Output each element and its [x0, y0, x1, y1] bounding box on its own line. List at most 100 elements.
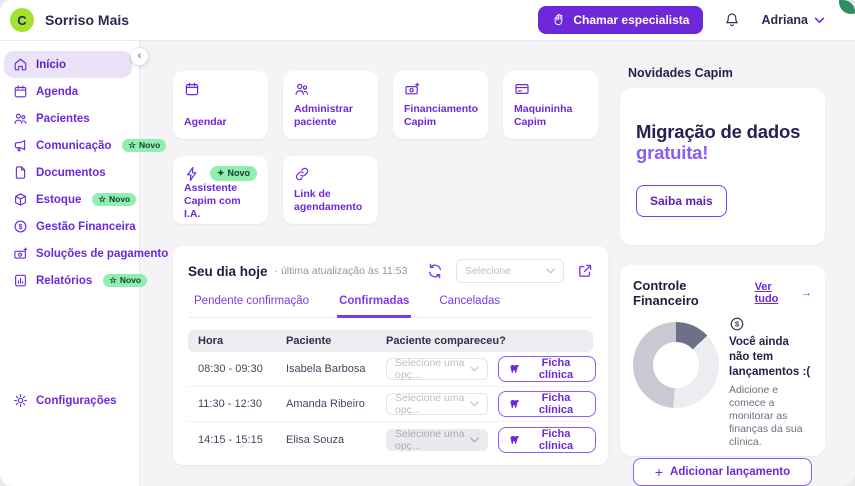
main-content: Agendar Administrar paciente Financiamen… — [141, 41, 855, 486]
novo-badge: ☆ Novo — [103, 273, 148, 288]
logo-letter: C — [17, 12, 27, 28]
sidebar-item-label: Configurações — [36, 394, 117, 407]
call-specialist-label: Chamar especialista — [573, 13, 690, 27]
schedule-tabs: Pendente confirmação Confirmadas Cancela… — [188, 295, 593, 318]
add-entry-label: Adicionar lançamento — [670, 466, 791, 479]
gear-icon — [13, 393, 28, 408]
quick-action-label: Administrar paciente — [294, 102, 353, 128]
quick-action-label: Financiamento Capim — [404, 102, 479, 128]
attendance-placeholder: Selecione uma opç... — [395, 427, 465, 452]
chat-widget-dot[interactable] — [839, 0, 855, 14]
sidebar-item-label: Agenda — [36, 85, 79, 98]
table-header: Hora Paciente Paciente compareceu? — [188, 330, 593, 352]
user-menu[interactable]: Adriana — [761, 13, 825, 27]
novo-badge-label: Novo — [109, 194, 131, 205]
document-icon — [13, 165, 28, 180]
quick-action-top-row: ✦ Novo — [184, 166, 257, 182]
finance-empty-state: $ Você ainda não tem lançamentos :( Adic… — [729, 316, 812, 449]
sidebar-item-documentos[interactable]: Documentos — [0, 159, 139, 186]
sidebar-item-relatorios[interactable]: Relatórios ☆ Novo — [0, 267, 148, 294]
column-hora: Hora — [198, 335, 224, 347]
sidebar-item-configuracoes[interactable]: Configurações — [0, 387, 139, 414]
collapse-chevron-icon: ‹ — [137, 50, 142, 62]
sidebar-item-label: Início — [36, 58, 67, 71]
quick-action-label: Agendar — [184, 115, 227, 128]
credit-card-icon — [514, 81, 587, 97]
arrow-right-icon: → — [801, 287, 812, 299]
quick-actions-grid: Agendar Administrar paciente Financiamen… — [173, 71, 598, 224]
novo-badge: ✦ Novo — [209, 166, 257, 181]
capim-logo: C — [10, 8, 34, 32]
sidebar-item-label: Soluções de pagamento — [36, 247, 169, 260]
quick-action-assistente-ia[interactable]: ✦ Novo Assistente Capim com I.A. — [173, 156, 268, 224]
ver-tudo-link[interactable]: Ver tudo → — [755, 281, 812, 305]
clinic-name: Sorriso Mais — [45, 12, 130, 28]
tab-canceladas[interactable]: Canceladas — [439, 295, 501, 307]
sidebar-item-comunicacao[interactable]: Comunicação ☆ Novo — [0, 132, 167, 159]
news-section-title: Novidades Capim — [628, 66, 733, 80]
home-icon — [13, 57, 28, 72]
add-entry-button[interactable]: + Adicionar lançamento — [633, 458, 812, 486]
external-link-button[interactable] — [577, 263, 593, 279]
quick-action-administrar-paciente[interactable]: Administrar paciente — [283, 71, 378, 139]
sidebar-item-label: Documentos — [36, 166, 106, 179]
sidebar-item-estoque[interactable]: Estoque ☆ Novo — [0, 186, 139, 213]
finance-empty-description: Adicione e comece a monitorar as finança… — [729, 383, 803, 449]
attendance-select[interactable]: Selecione uma opç... — [386, 357, 488, 381]
finance-header: Controle Financeiro Ver tudo → — [633, 278, 812, 308]
sidebar-item-gestao-financeira[interactable]: $ Gestão Financeira — [0, 213, 139, 240]
refresh-button[interactable] — [427, 263, 443, 279]
sparkle-icon: ✦ — [216, 168, 225, 178]
svg-text:$: $ — [735, 320, 740, 329]
ficha-clinica-button[interactable]: Ficha clínica — [498, 356, 596, 382]
sidebar-item-pacientes[interactable]: Pacientes — [0, 105, 139, 132]
svg-text:$: $ — [19, 223, 23, 231]
chevron-down-icon — [546, 268, 555, 274]
quick-action-label: Maquininha Capim — [514, 102, 573, 128]
table-row: 08:30 - 09:30 Isabela Barbosa Selecione … — [188, 352, 596, 387]
star-icon: ☆ — [98, 194, 106, 205]
tooth-icon — [509, 434, 521, 446]
ficha-clinica-button[interactable]: Ficha clínica — [498, 426, 596, 453]
sidebar: Início Agenda Pacientes Comunicação ☆ No… — [0, 41, 168, 486]
attendance-select-disabled[interactable]: Selecione uma opç... — [386, 427, 488, 452]
ficha-clinica-button[interactable]: Ficha clínica — [498, 391, 596, 417]
quick-action-financiamento-capim[interactable]: Financiamento Capim — [393, 71, 488, 139]
chevron-down-icon — [470, 366, 479, 372]
notifications-bell-icon[interactable] — [723, 11, 741, 29]
link-icon — [294, 166, 367, 182]
schedule-filter-select[interactable]: Selecione — [456, 259, 564, 283]
sidebar-item-label: Comunicação — [36, 139, 112, 152]
schedule-last-update: · última atualização às 11:53 — [274, 265, 408, 277]
finance-title: Controle Financeiro — [633, 278, 699, 308]
schedule-panel: Seu dia hoje · última atualização às 11:… — [173, 246, 608, 465]
tab-pendente-confirmacao[interactable]: Pendente confirmação — [194, 295, 310, 307]
sidebar-item-solucoes-pagamento[interactable]: Soluções de pagamento — [0, 240, 168, 267]
news-headline: Migração de dados gratuita! — [636, 121, 809, 163]
calendar-icon — [184, 81, 257, 97]
bolt-icon — [184, 166, 200, 182]
ver-tudo-label: Ver tudo — [754, 281, 779, 305]
sidebar-item-agenda[interactable]: Agenda — [0, 78, 139, 105]
star-icon: ☆ — [109, 275, 117, 286]
quick-action-agendar[interactable]: Agendar — [173, 71, 268, 139]
sidebar-item-inicio[interactable]: Início — [4, 51, 132, 78]
ficha-clinica-label: Ficha clínica — [538, 357, 574, 381]
attendance-placeholder: Selecione uma opç... — [395, 392, 465, 416]
sidebar-item-label: Gestão Financeira — [36, 220, 136, 233]
novo-badge: ☆ Novo — [92, 192, 137, 207]
dollar-circle-icon: $ — [729, 316, 812, 332]
call-specialist-button[interactable]: Chamar especialista — [538, 6, 704, 34]
saiba-mais-button[interactable]: Saiba mais — [636, 185, 727, 218]
finance-card: Controle Financeiro Ver tudo → $ Você ai… — [620, 265, 825, 486]
chevron-down-icon — [470, 401, 479, 407]
attendance-select[interactable]: Selecione uma opç... — [386, 392, 488, 416]
tab-confirmadas[interactable]: Confirmadas — [337, 295, 412, 318]
patient-name: Elisa Souza — [286, 433, 345, 446]
report-icon — [13, 273, 28, 288]
quick-action-link-agendamento[interactable]: Link de agendamento — [283, 156, 378, 224]
quick-action-maquininha-capim[interactable]: Maquininha Capim — [503, 71, 598, 139]
sidebar-collapse-button[interactable]: ‹ — [131, 48, 148, 65]
finance-body: $ Você ainda não tem lançamentos :( Adic… — [633, 316, 812, 449]
novo-badge: ☆ Novo — [122, 138, 167, 153]
